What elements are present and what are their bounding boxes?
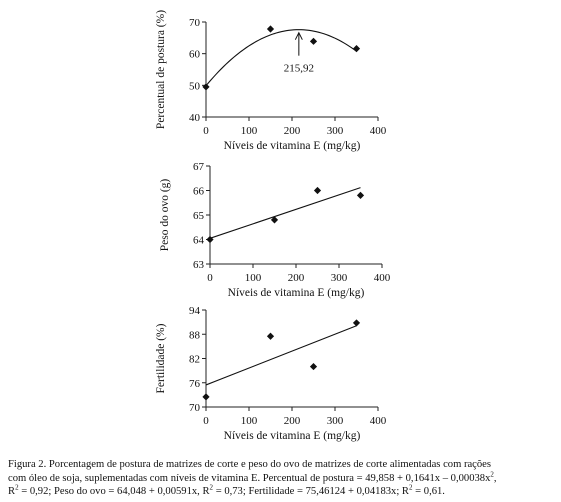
caption-superscript: 2 [490, 469, 494, 478]
fit-line [205, 29, 357, 87]
data-point [352, 45, 361, 53]
x-tick-label: 200 [288, 272, 305, 284]
caption-superscript: 2 [15, 483, 19, 492]
y-tick-label: 82 [189, 354, 200, 366]
x-tick-label: 400 [370, 415, 387, 427]
caption-line-2-end: , [493, 472, 497, 484]
x-axis-label: Níveis de vitamina E (mg/kg) [224, 140, 361, 152]
x-tick-label: 200 [284, 125, 301, 137]
annotation-arrowhead [294, 31, 303, 40]
caption-line-3-d: = 0,61. [412, 486, 445, 497]
y-axis-label: Percentual de postura (%) [155, 10, 167, 129]
data-point [313, 186, 322, 195]
y-tick-label: 63 [193, 259, 205, 271]
y-tick-label: 94 [189, 305, 201, 317]
x-tick-label: 100 [245, 272, 262, 284]
data-point [356, 191, 365, 199]
data-point [266, 332, 275, 340]
caption-superscript: 2 [209, 483, 214, 492]
data-point [266, 25, 275, 33]
y-tick-label: 60 [189, 49, 201, 61]
x-tick-label: 0 [203, 415, 209, 427]
caption-superscript: 2 [409, 483, 413, 492]
x-axis-label: Níveis de vitamina E (mg/kg) [224, 430, 361, 442]
data-point [206, 235, 214, 244]
fit-line [205, 325, 357, 386]
x-tick-label: 300 [327, 415, 344, 427]
data-point [270, 216, 279, 224]
y-tick-label: 70 [189, 402, 201, 414]
y-axis-label: Fertilidade (%) [155, 323, 167, 393]
x-tick-label: 200 [284, 415, 301, 427]
y-tick-label: 50 [189, 80, 201, 92]
y-tick-label: 76 [189, 378, 201, 390]
y-tick-label: 64 [193, 235, 205, 247]
x-tick-label: 100 [241, 415, 258, 427]
fit-line [209, 187, 361, 239]
x-axis-label: Níveis de vitamina E (mg/kg) [228, 287, 365, 299]
y-tick-label: 67 [193, 161, 205, 173]
caption-line-3-b: = 0,92; Peso do ovo = 64,048 + 0,00591x,… [18, 486, 210, 497]
x-tick-label: 400 [370, 125, 387, 137]
caption-line-3-r: R [8, 486, 16, 497]
y-tick-label: 65 [193, 210, 205, 222]
data-point [202, 393, 210, 401]
caption-line-2: com óleo de soja, suplementadas com níve… [8, 472, 491, 484]
y-tick-label: 70 [189, 17, 201, 29]
y-tick-label: 40 [189, 112, 201, 124]
x-tick-label: 0 [207, 272, 213, 284]
figure-caption: Figura 2. Porcentagem de postura de matr… [8, 458, 556, 499]
caption-line-1: Figura 2. Porcentagem de postura de matr… [8, 459, 492, 470]
data-point [352, 319, 361, 327]
annotation-label: 215,92 [284, 63, 314, 75]
caption-line-3-c: = 0,73; Fertilidade = 75,46124 + 0,04183… [213, 486, 409, 497]
x-tick-label: 400 [374, 272, 391, 284]
x-tick-label: 100 [241, 125, 258, 137]
x-tick-label: 0 [203, 125, 209, 137]
data-point [202, 83, 210, 91]
y-tick-label: 66 [193, 186, 205, 198]
y-axis-label: Peso do ovo (g) [159, 179, 171, 252]
x-tick-label: 300 [327, 125, 344, 137]
data-point [309, 362, 318, 371]
data-point [309, 37, 318, 45]
y-tick-label: 88 [189, 329, 201, 341]
x-tick-label: 300 [331, 272, 348, 284]
